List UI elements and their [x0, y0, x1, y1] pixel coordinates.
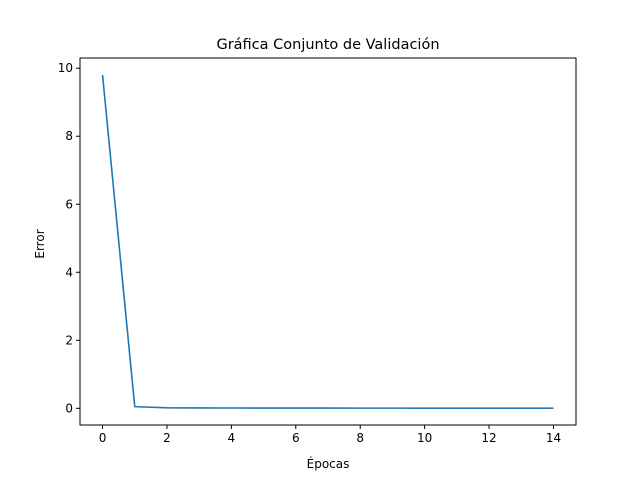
- x-tick-label-10: 10: [417, 431, 432, 445]
- x-tick-label-8: 8: [356, 431, 364, 445]
- x-tick-label-12: 12: [481, 431, 496, 445]
- plot-area: 0 2 4 6 8 10 12 14 0 2 4 6 8 10: [58, 57, 577, 445]
- x-axis-label: Épocas: [307, 456, 350, 471]
- x-tick-label-2: 2: [163, 431, 171, 445]
- chart-title: Gráfica Conjunto de Validación: [216, 37, 439, 53]
- y-tick-label-8: 8: [65, 129, 73, 143]
- y-tick-label-4: 4: [65, 265, 73, 279]
- y-tick-label-0: 0: [65, 401, 73, 415]
- series-line-0: [101, 74, 554, 410]
- y-tick-label-10: 10: [58, 61, 73, 75]
- x-tick-label-14: 14: [546, 431, 561, 445]
- x-tick-label-6: 6: [292, 431, 300, 445]
- y-axis-label: Error: [33, 229, 47, 258]
- plot-frame: [79, 57, 577, 426]
- x-tick-label-0: 0: [99, 431, 107, 445]
- y-tick-label-2: 2: [65, 333, 73, 347]
- x-tick-label-4: 4: [228, 431, 236, 445]
- y-tick-label-6: 6: [65, 197, 73, 211]
